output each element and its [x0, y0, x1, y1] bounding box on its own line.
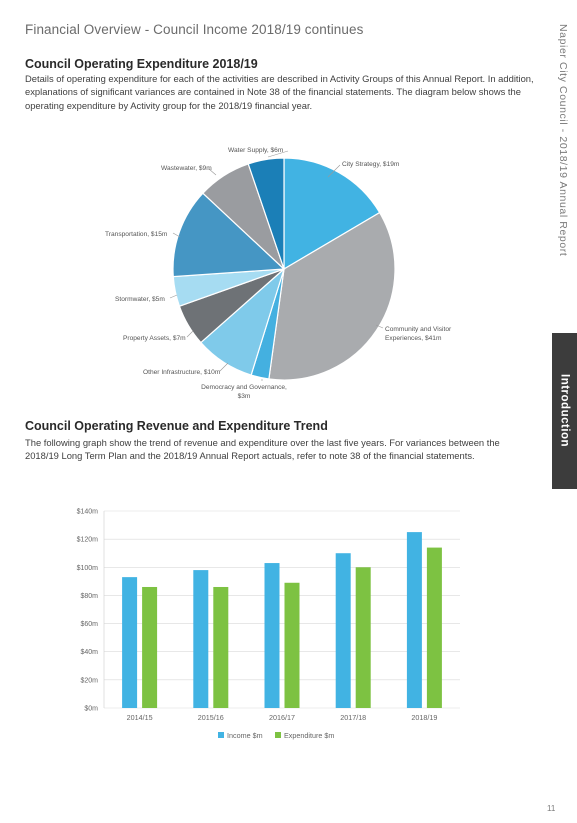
- bar-expenditure-3: [355, 567, 371, 708]
- pie-slice-6: [172, 192, 286, 278]
- y-tick-label-4: $80m: [80, 593, 98, 600]
- expenditure-section-paragraph: Details of operating expenditure for eac…: [25, 73, 534, 111]
- report-side-label: Napier City Council - 2018/19 Annual Rep…: [557, 24, 569, 257]
- legend-label-0: Income $m: [227, 731, 263, 740]
- y-tick-label-5: $100m: [77, 565, 99, 572]
- pie-slice-1: [268, 211, 396, 381]
- pie-slice-label-3: Other Infrastructure, $10m: [143, 369, 221, 376]
- pie-slice-label-4: Property Assets, $7m: [123, 335, 186, 342]
- pie-slice-0: [283, 157, 381, 271]
- bar-expenditure-2: [284, 582, 300, 708]
- pie-slice-label-7: Wastewater, $9m: [161, 165, 212, 172]
- y-tick-label-0: $0m: [84, 706, 98, 713]
- y-tick-label-7: $140m: [77, 509, 99, 516]
- pie-leader-line-1: [375, 324, 384, 329]
- pie-slice-label-5: Stormwater, $5m: [115, 296, 165, 303]
- bar-income-3: [335, 553, 351, 708]
- pie-slice-label-8: Water Supply, $6m: [228, 147, 284, 154]
- pie-leader-line-5: [169, 294, 178, 299]
- bar-expenditure-4: [426, 547, 442, 708]
- pie-slice-8: [247, 157, 285, 270]
- pie-leader-line-0: [327, 164, 341, 178]
- pie-leader-line-6: [172, 232, 181, 238]
- page-number: 11: [547, 804, 556, 813]
- trend-section-title: Council Operating Revenue and Expenditur…: [25, 419, 328, 433]
- bar-income-0: [122, 577, 138, 708]
- introduction-tab[interactable]: Introduction: [552, 333, 577, 489]
- y-tick-label-1: $20m: [80, 677, 98, 684]
- bar-income-1: [193, 570, 209, 708]
- y-tick-label-2: $40m: [80, 649, 98, 656]
- pie-leader-line-7: [208, 168, 217, 176]
- bar-expenditure-0: [142, 586, 158, 708]
- legend-swatch-0: [218, 732, 224, 738]
- y-tick-label-6: $120m: [77, 537, 99, 544]
- trend-section-paragraph: The following graph show the trend of re…: [25, 437, 500, 462]
- expenditure-section-title: Council Operating Expenditure 2018/19: [25, 57, 258, 71]
- pie-slice-label-6: Transportation, $15m: [105, 231, 168, 238]
- pie-leader-line-8: [267, 150, 289, 158]
- expenditure-pie-chart: City Strategy, $19m Community and Visitor…: [105, 147, 452, 400]
- x-tick-label-4: 2018/19: [411, 713, 437, 722]
- bar-expenditure-1: [213, 586, 229, 708]
- x-tick-label-0: 2014/15: [127, 713, 153, 722]
- revenue-expenditure-bar-chart: $0m $20m $40m $60m $80m $100m $120m $140m 2014/1…: [77, 509, 460, 740]
- x-tick-label-3: 2017/18: [340, 713, 366, 722]
- legend-label-1: Expenditure $m: [284, 731, 334, 740]
- pie-slice-label-2: Democracy and Governance, $3m: [201, 384, 287, 400]
- x-tick-label-2: 2016/17: [269, 713, 295, 722]
- legend-swatch-1: [275, 732, 281, 738]
- y-tick-label-3: $60m: [80, 621, 98, 628]
- pie-leader-line-3: [219, 362, 229, 372]
- bar-income-4: [406, 532, 422, 708]
- pie-slice-label-1: Community and Visitor Experiences, $41m: [385, 326, 452, 342]
- introduction-tab-label: Introduction: [558, 374, 571, 448]
- pie-leader-line-4: [186, 330, 194, 338]
- pie-slice-label-0: City Strategy, $19m: [342, 161, 400, 168]
- page-header-title: Financial Overview - Council Income 2018…: [25, 22, 364, 37]
- x-tick-label-1: 2015/16: [198, 713, 224, 722]
- bar-income-2: [264, 563, 280, 708]
